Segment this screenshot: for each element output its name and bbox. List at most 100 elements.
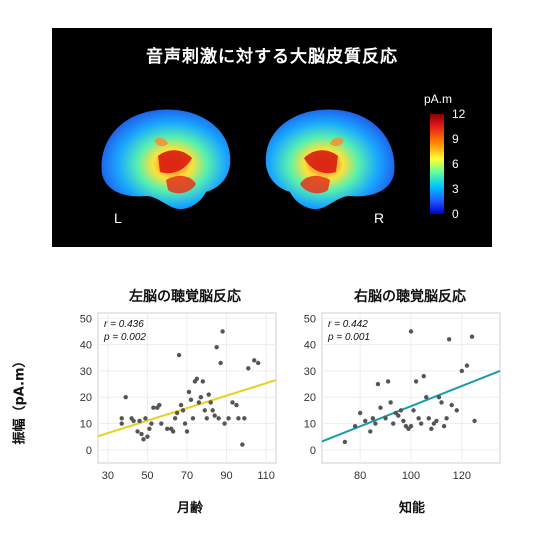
brain-response-panel: 音声刺激に対する大脳皮質反応 L: [52, 28, 492, 247]
p-value: p = 0.001: [327, 332, 370, 343]
left-scatter-plot: 0 10 20 30 40 50 30 50 70 90 110 r = 0.436 p = 0.002: [80, 312, 277, 482]
data-point: [388, 400, 393, 405]
left-chart-ylabel: 振幅（pA.m）: [12, 354, 28, 445]
data-point: [198, 395, 204, 400]
data-point: [178, 402, 184, 408]
data-point: [429, 426, 434, 431]
data-point: [413, 379, 419, 384]
y-tick-label: 0: [86, 445, 92, 457]
x-tick-label: 110: [257, 470, 275, 482]
data-point: [439, 400, 444, 405]
data-point: [119, 421, 124, 426]
data-point: [157, 402, 162, 408]
data-point: [401, 418, 406, 424]
colorbar-tick: 3: [452, 182, 459, 196]
colorbar-tick: 0: [452, 207, 459, 221]
data-point: [370, 416, 376, 421]
data-point: [188, 397, 194, 403]
data-point: [149, 421, 154, 426]
data-point: [204, 416, 209, 421]
data-point: [131, 418, 136, 424]
data-point: [464, 363, 470, 368]
data-point: [408, 423, 414, 429]
x-tick-label: 30: [102, 470, 114, 482]
data-point: [236, 416, 241, 421]
data-point: [240, 442, 245, 447]
colorbar: [430, 114, 444, 214]
data-point: [469, 334, 475, 339]
right-hemisphere-map: [265, 109, 395, 210]
data-point: [200, 379, 206, 384]
data-point: [151, 405, 156, 410]
data-point: [256, 360, 261, 366]
data-point: [147, 426, 152, 431]
p-value: p = 0.002: [103, 332, 146, 343]
regression-line: [97, 379, 277, 438]
data-point: [408, 329, 414, 334]
data-point: [454, 408, 459, 413]
y-tick-label: 10: [304, 419, 316, 431]
data-point: [172, 416, 178, 421]
data-point: [214, 345, 219, 350]
y-tick-label: 20: [80, 392, 92, 404]
data-point: [418, 421, 424, 426]
data-point: [145, 434, 150, 439]
data-point: [170, 429, 176, 434]
data-point: [222, 421, 227, 426]
right-hemisphere-label: R: [374, 210, 385, 226]
panel-title: 音声刺激に対する大脳皮質反応: [146, 47, 398, 67]
y-tick-label: 40: [304, 340, 316, 352]
data-point: [398, 408, 404, 413]
data-point: [208, 400, 213, 405]
left-chart-xlabel: 月齢: [176, 501, 203, 516]
right-scatter-plot: 0 10 20 30 40 50 80 100 120 r = 0.442 p = 0.001: [304, 312, 501, 482]
x-tick-label: 90: [220, 470, 232, 482]
data-point: [143, 416, 148, 421]
data-point: [373, 421, 378, 426]
left-hemisphere-label: L: [114, 210, 122, 226]
data-point: [459, 368, 465, 374]
colorbar-tick: 6: [452, 157, 459, 171]
data-point: [368, 429, 373, 434]
data-point: [385, 379, 391, 384]
data-point: [342, 439, 348, 445]
data-point: [378, 405, 383, 410]
data-point: [119, 416, 124, 421]
y-tick-label: 20: [304, 392, 316, 404]
data-point: [363, 418, 368, 424]
colorbar-unit: pA.m: [424, 92, 453, 106]
data-point: [182, 421, 188, 426]
data-point: [196, 400, 202, 405]
data-point: [424, 395, 429, 400]
y-tick-label: 0: [310, 445, 316, 457]
data-point: [123, 395, 128, 400]
data-point: [230, 400, 235, 405]
data-point: [210, 408, 215, 413]
data-point: [242, 416, 247, 421]
x-tick-label: 80: [354, 470, 366, 482]
data-point: [426, 416, 431, 421]
x-tick-label: 120: [453, 470, 471, 482]
data-point: [159, 421, 164, 426]
data-point: [139, 431, 144, 437]
data-point: [216, 416, 221, 421]
data-point: [352, 423, 358, 429]
data-point: [202, 408, 207, 413]
y-tick-label: 30: [80, 366, 92, 378]
data-point: [174, 410, 180, 416]
y-tick-label: 50: [80, 313, 92, 325]
data-point: [165, 426, 170, 431]
r-value: r = 0.442: [328, 319, 368, 330]
data-point: [137, 418, 142, 424]
left-hemisphere-map: [101, 109, 231, 210]
left-chart-title: 左脳の聴覚脳反応: [129, 289, 241, 305]
data-point: [226, 416, 231, 421]
x-tick-label: 50: [141, 470, 153, 482]
data-point: [421, 373, 426, 379]
right-chart-title: 右脳の聴覚脳反応: [354, 289, 466, 305]
y-tick-label: 30: [304, 366, 316, 378]
data-point: [411, 408, 416, 413]
y-tick-label: 50: [304, 313, 316, 325]
data-point: [194, 376, 200, 381]
y-tick-label: 10: [80, 419, 92, 431]
